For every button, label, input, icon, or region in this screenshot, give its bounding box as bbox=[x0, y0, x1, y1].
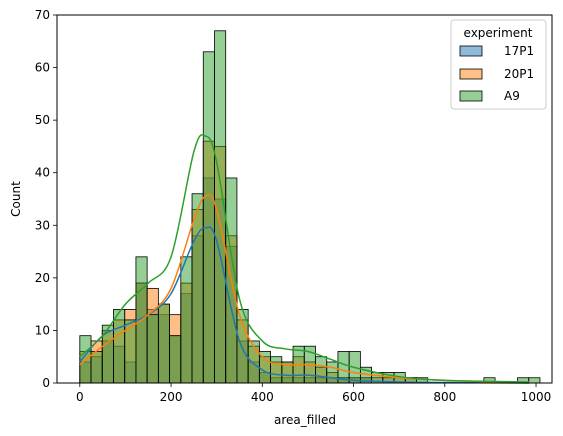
plot-frame bbox=[56, 14, 553, 384]
y-tick-label-20: 20 bbox=[35, 271, 50, 285]
legend-title: experiment bbox=[464, 26, 533, 40]
legend: experiment 17P1 20P1 A9 bbox=[450, 19, 547, 110]
legend-entry-1: 20P1 bbox=[459, 67, 534, 81]
bar-A9-11 bbox=[202, 51, 215, 384]
kde-line-20P1 bbox=[79, 193, 530, 384]
bar-A9-6 bbox=[146, 314, 159, 384]
bar-A9-1 bbox=[90, 351, 103, 384]
x-tick-label-1000: 1000 bbox=[521, 390, 552, 404]
legend-label-2: A9 bbox=[504, 89, 520, 103]
bar-A9-3 bbox=[113, 308, 126, 384]
kde-layer bbox=[79, 134, 530, 384]
y-tick-label-70: 70 bbox=[35, 8, 50, 22]
y-tick-label-30: 30 bbox=[35, 218, 50, 232]
x-tick-label-600: 600 bbox=[342, 390, 365, 404]
y-tick-label-0: 0 bbox=[42, 376, 50, 390]
legend-label-0: 17P1 bbox=[504, 44, 534, 58]
y-tick-label-50: 50 bbox=[35, 113, 50, 127]
x-tick-label-200: 200 bbox=[160, 390, 183, 404]
bar-A9-9 bbox=[180, 256, 193, 384]
legend-box bbox=[450, 19, 547, 110]
y-axis-ticks: 0 10 20 30 40 50 60 70 bbox=[35, 8, 57, 390]
y-tick-label-10: 10 bbox=[35, 323, 50, 337]
x-tick-label-0: 0 bbox=[76, 390, 84, 404]
bar-A9-7 bbox=[157, 303, 170, 384]
y-axis-label: Count bbox=[9, 181, 23, 217]
legend-swatch-1 bbox=[459, 68, 483, 80]
legend-label-1: 20P1 bbox=[504, 67, 534, 81]
kde-line-17P1 bbox=[79, 226, 530, 384]
x-tick-label-800: 800 bbox=[433, 390, 456, 404]
legend-entry-2: A9 bbox=[459, 89, 520, 103]
legend-swatch-0 bbox=[459, 45, 483, 57]
x-tick-label-400: 400 bbox=[251, 390, 274, 404]
bar-A9-17 bbox=[270, 356, 283, 384]
bar-A9-40 bbox=[528, 377, 541, 384]
y-tick-label-60: 60 bbox=[35, 61, 50, 75]
y-tick-label-40: 40 bbox=[35, 166, 50, 180]
legend-swatch-2 bbox=[459, 90, 483, 102]
x-axis-ticks: 0 200 400 600 800 1000 bbox=[76, 383, 551, 404]
bar-A9-8 bbox=[169, 335, 182, 384]
bar-A9-22 bbox=[326, 361, 339, 384]
bar-A9-21 bbox=[315, 356, 328, 384]
x-axis-label: area_filled bbox=[274, 413, 336, 427]
legend-entry-0: 17P1 bbox=[459, 44, 534, 58]
kde-line-A9 bbox=[79, 134, 530, 383]
